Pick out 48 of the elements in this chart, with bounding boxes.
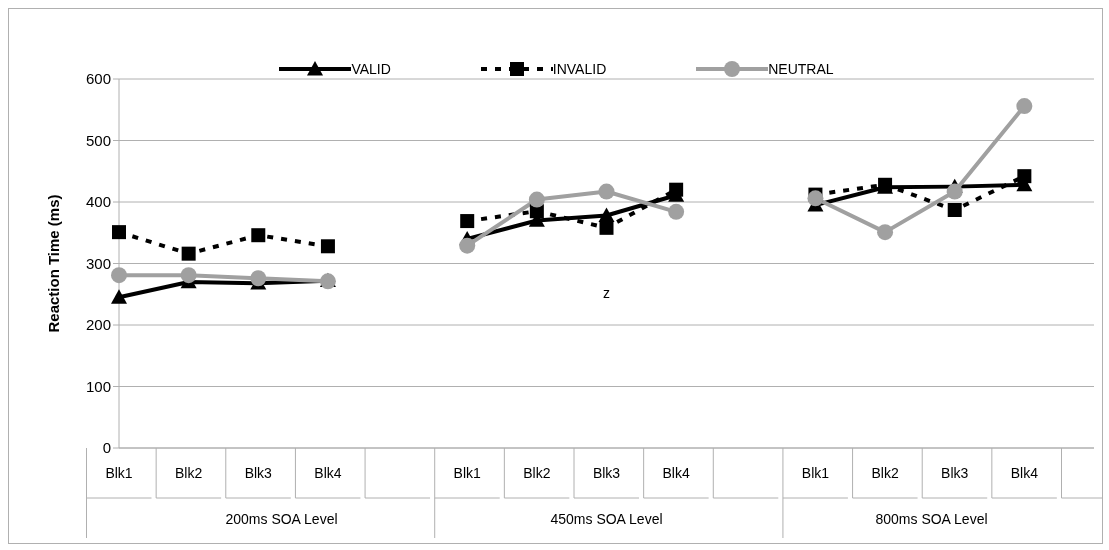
x-tick-label: Blk4 [662, 465, 690, 481]
x-tick-label: Blk4 [314, 465, 342, 481]
y-tick-label: 0 [102, 439, 111, 457]
point [668, 203, 685, 220]
legend-label: NEUTRAL [768, 61, 834, 77]
legend-label: VALID [351, 61, 391, 77]
x-tick-label: Blk2 [175, 465, 203, 481]
point [807, 190, 824, 207]
point [877, 224, 894, 241]
x-tick-label: Blk2 [523, 465, 551, 481]
point [528, 191, 545, 208]
point [946, 183, 963, 200]
y-axis-title: Reaction Time (ms) [45, 194, 63, 333]
point [250, 270, 267, 287]
x-tick-label: Blk3 [592, 465, 621, 481]
point [320, 239, 335, 254]
point [599, 220, 614, 235]
y-tick-label: 400 [85, 193, 111, 211]
x-tick-label: Blk2 [871, 465, 899, 481]
x-tick-label: Blk1 [105, 465, 133, 481]
point [947, 203, 962, 217]
legend-label: INVALID [552, 61, 607, 77]
y-tick-label: 100 [85, 377, 111, 395]
point [112, 225, 126, 240]
x-tick-label: Blk1 [453, 465, 482, 481]
point [669, 182, 684, 197]
point [598, 183, 615, 200]
text: 200ms SOA Level [225, 511, 338, 527]
y-tick-label: 600 [85, 70, 111, 88]
annotation: z [603, 285, 610, 301]
point [180, 267, 197, 284]
point [459, 237, 476, 254]
point [1017, 169, 1032, 184]
x-tick-label: Blk3 [941, 465, 969, 481]
y-tick-label: 200 [85, 316, 111, 334]
x-tick-label: Blk1 [801, 465, 830, 481]
text: 800ms SOA Level [875, 511, 988, 527]
text: 450ms SOA Level [550, 511, 663, 527]
point [1016, 98, 1033, 115]
point [460, 214, 475, 229]
x-tick-label: Blk4 [1010, 465, 1039, 481]
point [111, 267, 127, 284]
y-tick-label: 300 [85, 254, 111, 272]
y-tick-label: 500 [85, 131, 111, 149]
point [251, 228, 266, 243]
x-tick-label: Blk3 [244, 465, 273, 481]
point [111, 289, 127, 304]
point [181, 246, 196, 261]
